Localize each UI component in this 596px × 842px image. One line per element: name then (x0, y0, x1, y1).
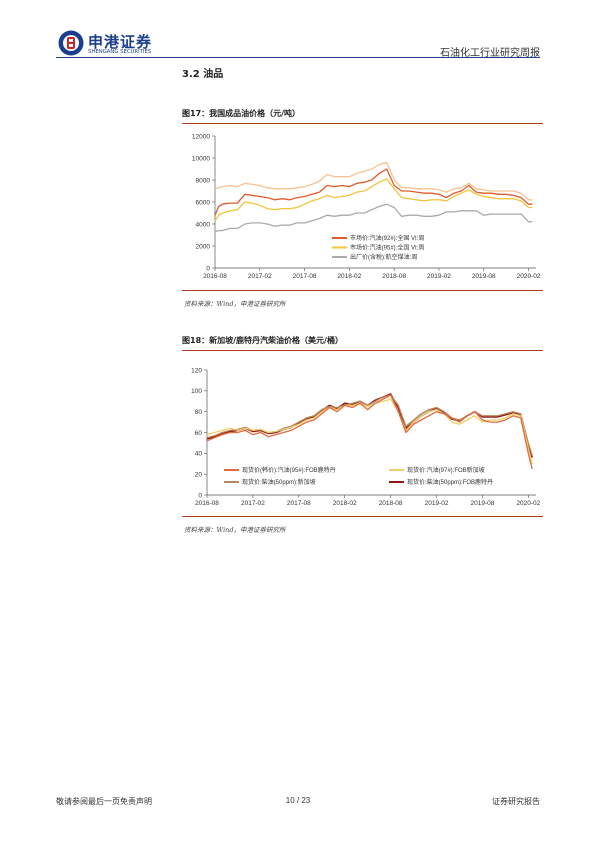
legend-label: 市场价:汽油(92#):全国 VI:周 (350, 234, 424, 242)
x-tick-label: 2018-02 (333, 500, 357, 507)
y-tick-label: 20 (195, 471, 203, 478)
figure-18-source-rule (182, 516, 543, 517)
legend-label: 现货价:柴油(50ppm):新加坡 (242, 478, 316, 486)
x-tick-label: 2016-08 (203, 273, 227, 280)
legend-label: 现货价:汽油(97#):FOB新加坡 (407, 466, 485, 474)
series-line-3 (206, 393, 533, 458)
y-tick-label: 40 (195, 451, 203, 458)
x-tick-label: 2018-08 (382, 273, 406, 280)
y-tick-label: 12000 (192, 133, 210, 140)
legend-label: 现货价:柴油(50ppm):FOB鹿特丹 (407, 478, 493, 486)
page-number: 10 / 23 (285, 796, 311, 805)
legend-label: 现货价(韩价):汽油(95#):FOB鹿特丹 (242, 466, 336, 474)
series-line-2 (214, 161, 533, 201)
section-heading: 3.2 油品 (182, 69, 224, 80)
header-divider (56, 57, 540, 58)
y-tick-label: 80 (195, 409, 203, 416)
report-title: 石油化工行业研究周报 (440, 48, 540, 59)
y-tick-label: 60 (195, 430, 203, 437)
y-tick-label: 4000 (196, 221, 211, 228)
y-tick-label: 0 (198, 492, 202, 499)
figure-18-title: 图18：新加坡/鹿特丹汽柴油价格（美元/桶） (182, 336, 343, 345)
figure-18-rule (182, 350, 543, 352)
legend-label: 市场价:汽油(95#):全国 VI:周 (350, 244, 424, 252)
series-line-0 (214, 168, 533, 216)
company-logo: 申港证券 SHENGANG SECURITIES (58, 30, 176, 58)
x-tick-label: 2018-02 (337, 273, 361, 280)
y-tick-label: 120 (191, 367, 202, 374)
figure-17-source-rule (182, 290, 543, 291)
x-tick-label: 2018-08 (379, 500, 403, 507)
series-line-1 (206, 398, 533, 464)
x-tick-label: 2020-02 (516, 500, 540, 507)
series-line-2 (206, 394, 533, 456)
figure-17-source: 资料来源：Wind，申港证券研究所 (184, 300, 286, 308)
x-tick-label: 2019-02 (425, 500, 449, 507)
figure-17-title: 图17：我国成品油价格（元/吨） (182, 109, 301, 118)
series-line-3 (214, 203, 533, 233)
company-name-en: SHENGANG SECURITIES (88, 49, 152, 55)
footer-doc-type: 证券研究报告 (492, 797, 540, 806)
legend-label: 出厂价(含税):航空煤油:周 (350, 253, 417, 261)
series-line-0 (206, 394, 533, 470)
figure-17-rule (182, 123, 543, 125)
x-tick-label: 2017-08 (287, 500, 311, 507)
y-tick-label: 10000 (192, 155, 210, 162)
x-tick-label: 2017-02 (241, 500, 265, 507)
figure-18-source: 资料来源：Wind，申港证券研究所 (184, 526, 286, 534)
logo-mark-icon (58, 30, 84, 56)
x-tick-label: 2019-08 (471, 500, 495, 507)
figure-17-chart: 0 2000 4000 6000 8000 10000 12000 2016-08 2017-0… (192, 133, 541, 280)
footer-disclaimer: 敬请参阅最后一页免责声明 (56, 797, 152, 806)
x-tick-label: 2019-08 (472, 273, 496, 280)
x-tick-label: 2020-02 (517, 273, 541, 280)
x-tick-label: 2016-08 (195, 500, 219, 507)
y-tick-label: 8000 (196, 177, 211, 184)
y-tick-label: 0 (206, 265, 210, 272)
y-tick-label: 6000 (196, 199, 211, 206)
x-tick-label: 2019-02 (427, 273, 451, 280)
company-name-cn: 申港证券 (88, 33, 153, 51)
y-tick-label: 100 (191, 388, 202, 395)
figure-18-chart: 0 20 40 60 80 100 120 2016-08 2017-02 2017-08 2018… (191, 367, 541, 507)
x-tick-label: 2017-02 (248, 273, 272, 280)
x-tick-label: 2017-08 (293, 273, 317, 280)
y-tick-label: 2000 (196, 243, 211, 250)
series-line-1 (214, 178, 533, 222)
